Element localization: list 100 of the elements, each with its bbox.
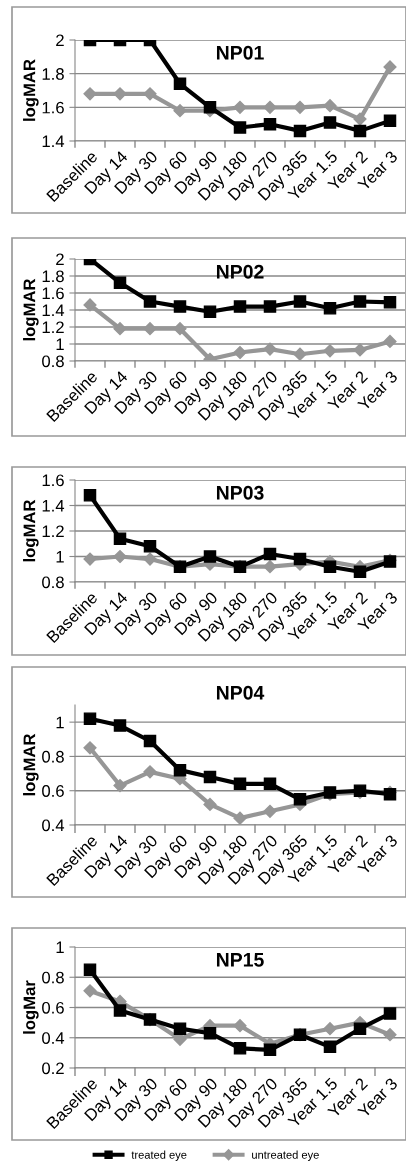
point	[203, 1026, 217, 1040]
point	[83, 552, 97, 566]
point	[113, 322, 127, 336]
point	[383, 1028, 397, 1042]
point	[233, 1019, 247, 1033]
point	[293, 295, 307, 308]
point	[143, 734, 157, 748]
point	[263, 560, 277, 574]
point	[263, 547, 277, 561]
point	[203, 305, 217, 318]
point	[143, 552, 157, 566]
y-tick-label: 2	[56, 34, 64, 47]
point	[113, 276, 127, 290]
y-axis-title: logMar	[23, 980, 39, 1034]
y-tick-label: 1.6	[42, 287, 64, 300]
point	[83, 489, 97, 502]
point	[383, 296, 397, 309]
y-tick-label: 1.4	[42, 500, 65, 512]
point	[323, 344, 337, 358]
point	[293, 124, 307, 138]
point	[113, 1004, 127, 1017]
y-axis-title: logMAR	[23, 59, 39, 121]
point	[263, 804, 277, 818]
point	[383, 1007, 397, 1020]
chart-title: NP03	[216, 485, 264, 500]
point	[83, 87, 97, 101]
y-tick-label: 2	[56, 253, 64, 266]
point	[173, 300, 187, 313]
point	[173, 104, 187, 118]
point	[143, 765, 157, 779]
point	[263, 1043, 277, 1057]
point	[203, 101, 217, 114]
y-tick-label: 1	[56, 716, 64, 729]
y-tick-label: 1.2	[42, 525, 64, 538]
point	[323, 99, 337, 113]
point	[113, 549, 127, 564]
y-tick-label: 1.6	[42, 474, 64, 487]
legend-label: treated eye	[131, 1150, 187, 1161]
point	[323, 302, 337, 315]
y-tick-label: 1.8	[42, 270, 64, 283]
point	[143, 322, 157, 336]
y-tick-label: 1.4	[42, 304, 65, 317]
y-tick-label: 1	[56, 551, 64, 563]
point	[353, 295, 367, 308]
point	[143, 87, 157, 101]
point	[173, 763, 187, 777]
point	[113, 719, 127, 732]
chart-title: NP02	[216, 264, 264, 279]
point	[353, 343, 367, 357]
point	[323, 1040, 337, 1054]
y-tick-label: 1	[56, 941, 64, 954]
point	[263, 300, 277, 313]
point	[353, 1022, 367, 1035]
point	[203, 797, 217, 812]
y-tick-label: 0.8	[42, 750, 64, 763]
chart-title: NP01	[216, 45, 264, 60]
point	[173, 1022, 187, 1035]
point	[143, 540, 157, 553]
y-tick-label: 0.8	[42, 355, 64, 368]
y-axis-title: logMAR	[23, 278, 39, 341]
point	[83, 741, 97, 755]
point	[383, 114, 397, 128]
y-axis-title: logMAR	[23, 499, 39, 562]
y-tick-label: 0.8	[42, 576, 64, 589]
point	[383, 60, 397, 74]
y-tick-label: 1.8	[42, 68, 64, 80]
y-tick-label: 1.6	[42, 101, 64, 114]
point	[293, 347, 307, 361]
point	[83, 298, 97, 312]
point	[233, 811, 247, 825]
point	[143, 295, 157, 308]
point	[173, 77, 187, 91]
point	[263, 777, 277, 791]
chart-title: NP04	[216, 685, 265, 700]
chart-title: NP15	[216, 953, 264, 967]
point	[293, 100, 307, 114]
y-axis-title: logMAR	[23, 733, 39, 796]
y-tick-label: 0.4	[42, 819, 65, 832]
point	[113, 532, 127, 545]
y-tick-label: 1	[56, 338, 64, 351]
point	[233, 100, 247, 114]
point	[233, 121, 247, 134]
y-tick-label: 0.2	[42, 1062, 64, 1075]
point	[383, 334, 397, 349]
point	[113, 87, 127, 101]
point	[233, 777, 247, 791]
point	[173, 322, 187, 336]
legend-label: untreated eye	[252, 1150, 319, 1161]
point	[353, 124, 367, 138]
point	[293, 793, 307, 806]
point	[353, 112, 367, 126]
point	[113, 778, 127, 793]
point	[263, 117, 277, 131]
point	[323, 560, 337, 573]
point	[83, 984, 97, 998]
y-tick-label: 1.2	[42, 321, 64, 334]
point	[323, 116, 337, 129]
y-tick-label: 0.4	[42, 1032, 65, 1044]
point	[293, 552, 307, 566]
point	[263, 100, 277, 114]
